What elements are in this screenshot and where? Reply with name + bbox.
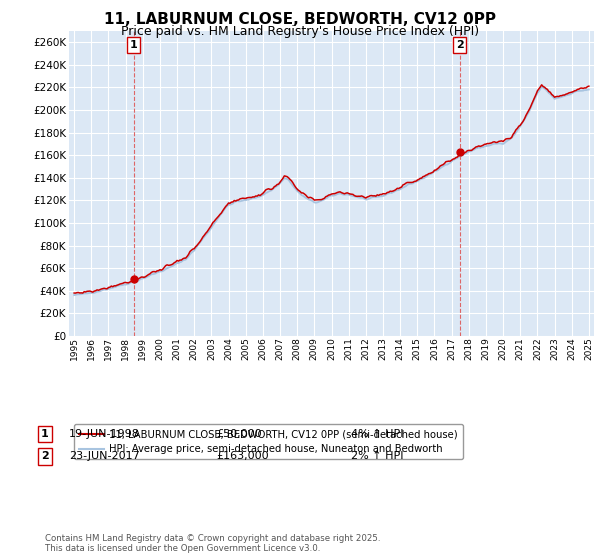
Legend: 11, LABURNUM CLOSE, BEDWORTH, CV12 0PP (semi-detached house), HPI: Average price: 11, LABURNUM CLOSE, BEDWORTH, CV12 0PP (… — [74, 424, 463, 459]
Text: £50,000: £50,000 — [216, 429, 262, 439]
Text: Price paid vs. HM Land Registry's House Price Index (HPI): Price paid vs. HM Land Registry's House … — [121, 25, 479, 38]
Text: 1: 1 — [130, 40, 137, 50]
Text: 23-JUN-2017: 23-JUN-2017 — [69, 451, 140, 461]
Text: 1: 1 — [41, 429, 49, 439]
Text: 4% ↑ HPI: 4% ↑ HPI — [351, 429, 404, 439]
Text: Contains HM Land Registry data © Crown copyright and database right 2025.
This d: Contains HM Land Registry data © Crown c… — [45, 534, 380, 553]
Text: 2: 2 — [456, 40, 464, 50]
Text: 2% ↑ HPI: 2% ↑ HPI — [351, 451, 404, 461]
Text: 11, LABURNUM CLOSE, BEDWORTH, CV12 0PP: 11, LABURNUM CLOSE, BEDWORTH, CV12 0PP — [104, 12, 496, 27]
Text: 19-JUN-1998: 19-JUN-1998 — [69, 429, 140, 439]
Text: 2: 2 — [41, 451, 49, 461]
Text: £163,000: £163,000 — [216, 451, 269, 461]
